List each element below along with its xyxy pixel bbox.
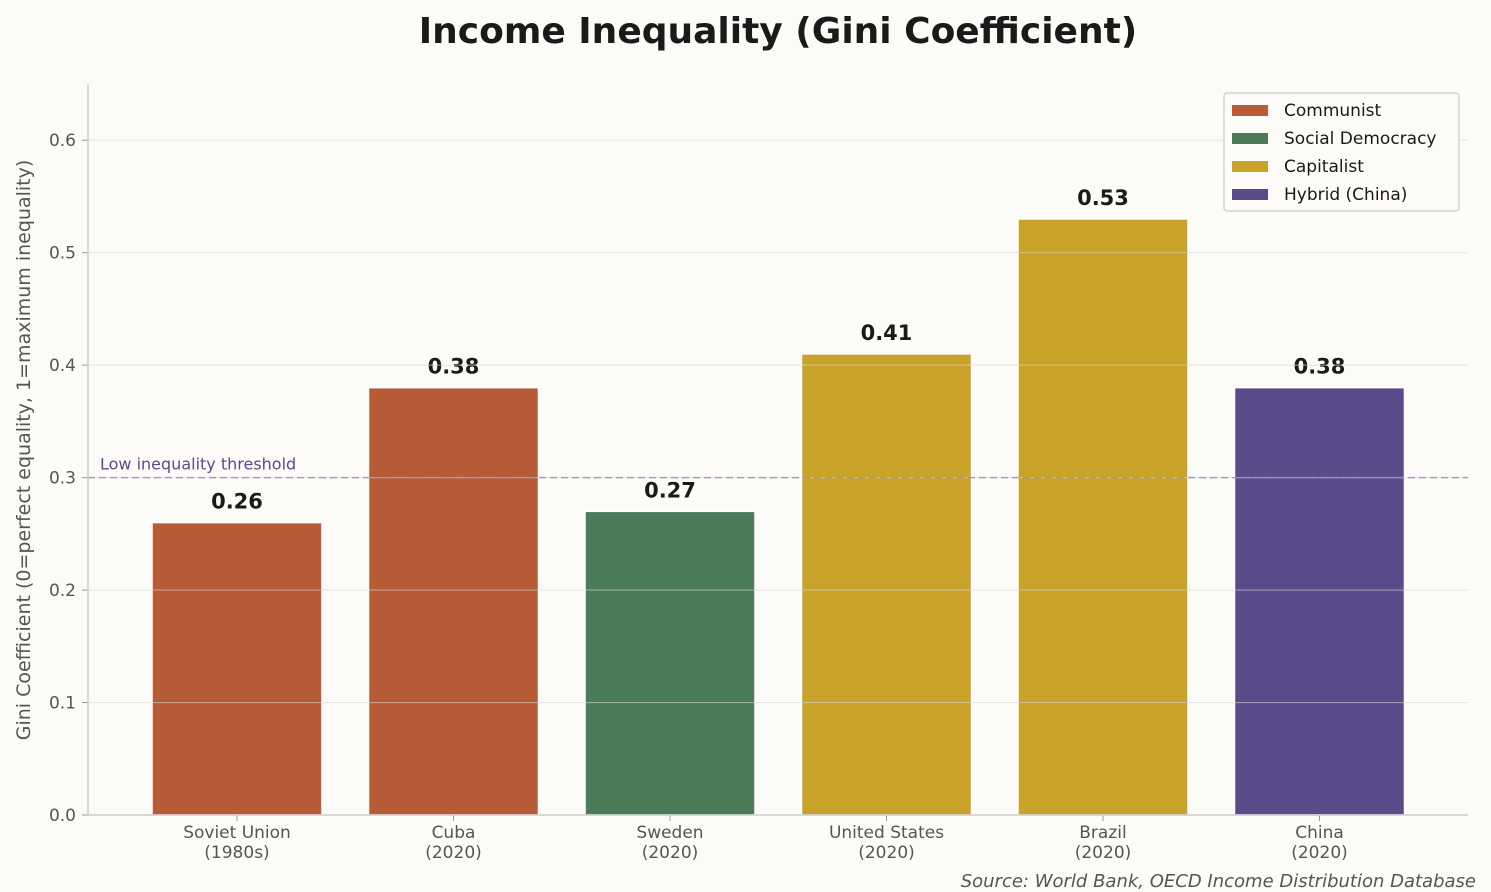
- bar-0: [151, 521, 323, 816]
- bar-5: [1233, 386, 1406, 816]
- legend-swatch-0: [1232, 105, 1268, 116]
- x-tick-label-4-0: Brazil: [1079, 823, 1126, 843]
- legend-swatch-2: [1232, 161, 1268, 172]
- y-tick-label-4: 0.4: [49, 356, 76, 376]
- data-label-3: 0.41: [861, 321, 913, 345]
- reference-line-label: Low inequality threshold: [100, 455, 296, 474]
- legend-box: [1223, 92, 1460, 212]
- y-axis-label: Gini Coefficient (0=perfect equality, 1=…: [13, 160, 35, 741]
- data-label-5: 0.38: [1294, 355, 1346, 379]
- x-tick-label-5-1: (2020): [1291, 843, 1348, 863]
- legend-label-3: Hybrid (China): [1284, 185, 1407, 205]
- x-tick-label-0-1: (1980s): [204, 843, 269, 863]
- bar-3: [800, 353, 973, 816]
- x-tick-label-5-0: China: [1295, 823, 1344, 843]
- y-tick-label-1: 0.1: [49, 694, 76, 714]
- y-tick-label-5: 0.5: [49, 244, 76, 264]
- legend-swatch-1: [1232, 133, 1268, 144]
- x-tick-label-1-0: Cuba: [432, 823, 476, 843]
- y-tick-label-6: 0.6: [49, 131, 76, 151]
- x-tick-label-4-1: (2020): [1075, 843, 1132, 863]
- legend-label-0: Communist: [1284, 101, 1382, 121]
- source-note: Source: World Bank, OECD Income Distribu…: [961, 871, 1476, 892]
- bar-4: [1017, 218, 1189, 816]
- x-tick-label-3-0: United States: [829, 823, 944, 843]
- x-tick-label-0-0: Soviet Union: [183, 823, 291, 843]
- y-tick-label-3: 0.3: [49, 469, 76, 489]
- y-tick-label-2: 0.2: [49, 581, 76, 601]
- bar-2: [584, 510, 756, 816]
- data-label-4: 0.53: [1077, 186, 1129, 210]
- x-tick-label-3-1: (2020): [858, 843, 915, 863]
- data-label-2: 0.27: [644, 478, 696, 502]
- x-tick-label-1-1: (2020): [425, 843, 482, 863]
- chart-title: Income Inequality (Gini Coefficient): [419, 11, 1138, 52]
- data-label-0: 0.26: [211, 490, 263, 514]
- y-tick-label-0: 0.0: [49, 806, 76, 826]
- legend-label-2: Capitalist: [1284, 157, 1364, 177]
- x-tick-label-2-0: Sweden: [636, 823, 703, 843]
- legend-label-1: Social Democracy: [1284, 129, 1436, 149]
- legend-swatch-3: [1232, 189, 1268, 200]
- bar-1: [367, 386, 540, 816]
- data-label-1: 0.38: [428, 355, 480, 379]
- x-tick-label-2-1: (2020): [642, 843, 699, 863]
